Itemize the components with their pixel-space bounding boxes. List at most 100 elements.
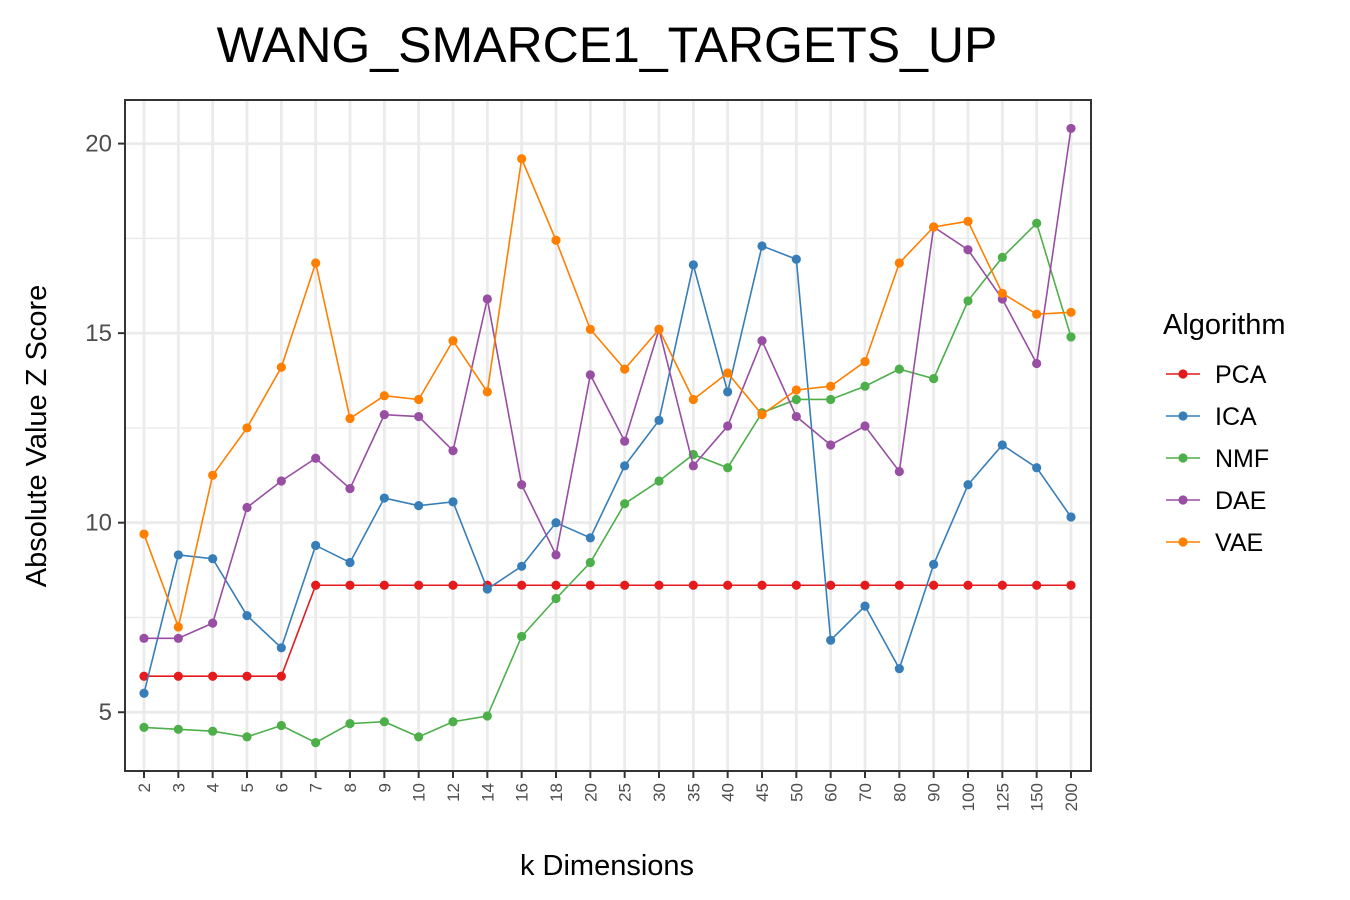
data-point-ica [757,241,767,251]
data-point-nmf [894,364,904,374]
data-point-dae [791,411,801,422]
x-tick-label: 60 [822,783,841,802]
x-tick-label: 3 [169,783,188,792]
x-tick-label: 4 [204,783,223,792]
data-point-nmf [997,252,1007,262]
series-line-nmf [143,221,1072,744]
y-axis-title: Absolute Value Z Score [21,285,53,588]
x-tick-label: 150 [1028,783,1047,811]
x-tick-label: 12 [444,783,463,802]
data-point-ica [826,635,836,645]
data-point-nmf [379,717,389,727]
data-point-nmf [242,732,252,742]
data-point-ica [551,518,561,528]
x-tick-label: 90 [925,783,944,802]
data-point-ica [311,540,321,551]
data-point-ica [379,493,389,503]
series-line-vae [143,155,1072,630]
series-nmf [139,218,1076,748]
data-point-pca [379,580,389,590]
legend-title: Algorithm [1163,309,1286,341]
data-point-dae [585,370,595,380]
data-point-pca [173,671,183,681]
data-point-nmf [448,717,458,727]
data-point-dae [894,466,904,477]
x-tick-label: 45 [753,783,772,802]
data-point-vae [620,364,630,374]
x-axis-title: k Dimensions [520,850,694,882]
x-tick-label: 30 [650,783,669,802]
legend-label: DAE [1215,487,1266,515]
data-point-nmf [1032,218,1042,228]
data-point-ica [654,415,664,425]
data-point-ica [139,688,149,698]
data-point-vae [585,324,595,334]
data-point-nmf [276,720,286,731]
data-point-pca [757,580,767,590]
data-point-pca [860,580,870,590]
data-point-vae [139,529,149,539]
data-point-pca [963,580,973,590]
data-point-ica [517,561,527,571]
data-point-dae [620,436,630,446]
data-point-nmf [929,374,939,384]
data-point-dae [551,550,561,560]
legend-label: VAE [1215,529,1263,557]
data-point-pca [723,580,733,590]
data-point-dae [414,411,424,422]
x-tick-label: 125 [993,783,1012,811]
data-point-pca [929,580,939,590]
data-point-nmf [414,732,424,742]
data-point-vae [517,154,527,164]
data-point-ica [276,643,286,653]
data-point-ica [585,533,595,543]
data-point-ica [688,260,698,270]
data-point-pca [448,580,458,590]
data-point-vae [860,356,870,367]
legend-item-ica: ICA [1166,403,1257,431]
data-point-vae [688,394,698,405]
data-point-ica [208,554,218,564]
data-point-ica [242,610,252,621]
data-point-dae [860,421,870,431]
grid [125,100,1091,771]
chart-title: WANG_SMARCE1_TARGETS_UP [217,17,998,73]
data-point-vae [963,216,973,226]
data-point-dae [963,245,973,255]
x-tick-label: 200 [1062,783,1081,811]
data-point-vae [448,336,458,346]
x-tick-label: 80 [890,783,909,802]
data-point-ica [1066,512,1076,522]
data-point-vae [208,470,218,480]
data-point-dae [1032,358,1042,369]
data-point-vae [654,324,664,334]
legend-label: PCA [1215,361,1267,389]
x-tick-label: 35 [684,783,703,802]
data-point-ica [620,461,630,471]
data-point-dae [345,483,355,494]
x-tick-label: 14 [478,783,497,802]
data-point-dae [139,633,149,643]
series-line-pca [144,584,1071,678]
data-point-nmf [1066,332,1076,342]
data-point-vae [757,410,767,420]
data-point-nmf [173,724,183,734]
data-point-vae [826,381,836,391]
data-point-dae [826,440,836,450]
data-point-pca [826,580,836,590]
data-point-vae [791,385,801,395]
x-tick-label: 40 [719,783,738,802]
data-point-ica [929,559,939,569]
legend-item-vae: VAE [1166,529,1263,557]
data-point-ica [1032,463,1042,473]
data-point-ica [860,601,870,611]
data-point-vae [173,622,183,632]
series-layer [139,123,1076,748]
legend-key-point [1178,411,1188,421]
data-point-pca [1066,580,1076,590]
data-point-pca [654,580,664,590]
data-point-ica [345,557,355,568]
data-point-nmf [826,394,836,405]
